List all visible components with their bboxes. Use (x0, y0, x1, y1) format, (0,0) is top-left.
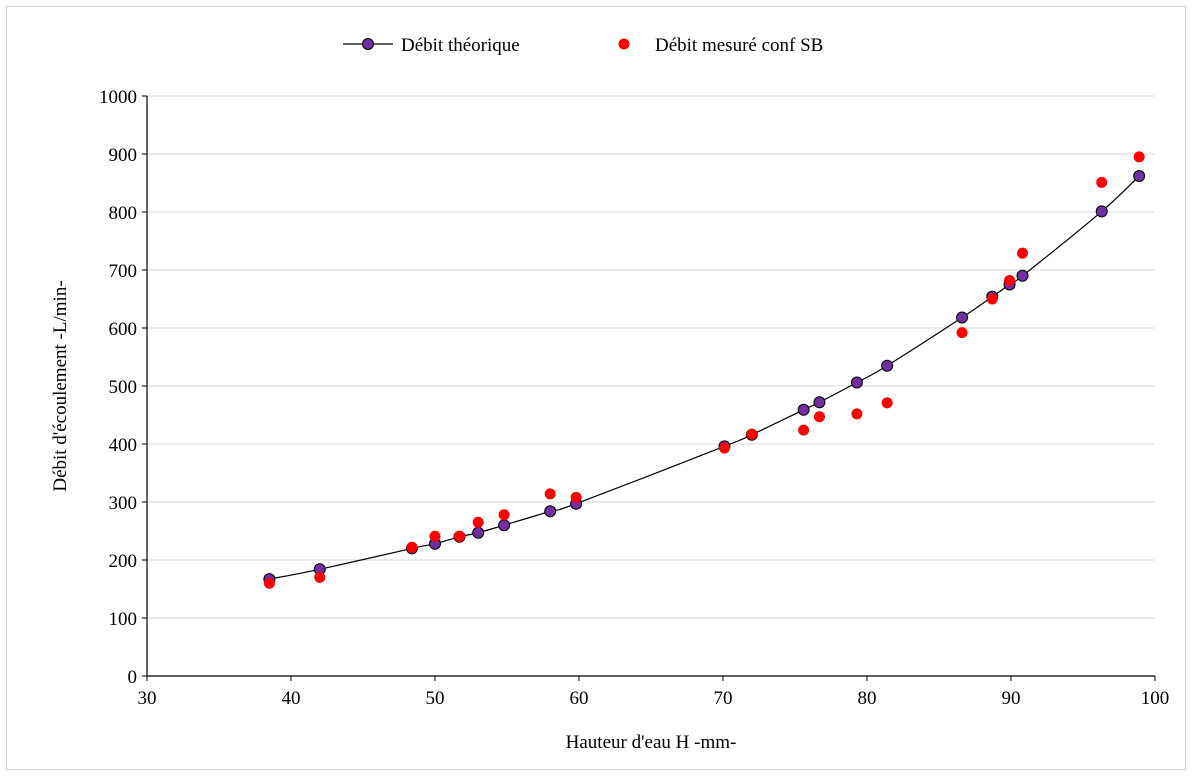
point-mesure-15 (956, 327, 968, 339)
legend-label-theorique: Débit théorique (401, 35, 520, 56)
point-mesure-13 (851, 408, 863, 420)
point-mesure-0 (263, 577, 275, 589)
point-mesure-12 (813, 411, 825, 423)
y-tick-label-500: 500 (109, 377, 138, 398)
point-mesure-10 (746, 428, 758, 440)
y-tick-label-1000: 1000 (99, 87, 137, 108)
legend-label-mesure: Débit mesuré conf SB (655, 35, 823, 56)
point-theorique-12 (813, 396, 826, 409)
axes (142, 95, 1156, 681)
x-tick-label-60: 60 (570, 688, 589, 709)
point-mesure-17 (1004, 274, 1016, 286)
y-tick-label-0: 0 (128, 667, 138, 688)
y-axis-title: Débit d'écoulement -L/min- (50, 280, 71, 491)
y-tick-label-100: 100 (109, 609, 138, 630)
legend: Débit théorique Débit mesuré conf SB (343, 35, 823, 56)
x-tick-label-80: 80 (858, 688, 877, 709)
y-tick-label-800: 800 (109, 203, 138, 224)
point-mesure-20 (1133, 151, 1145, 163)
y-tick-labels: 0 100 200 300 400 500 600 700 800 900 1000 (99, 87, 137, 688)
point-theorique-5 (472, 526, 485, 539)
y-tick-label-900: 900 (109, 145, 138, 166)
legend-item-mesure: Débit mesuré conf SB (618, 35, 823, 56)
x-tick-label-50: 50 (426, 688, 445, 709)
y-tick-label-600: 600 (109, 319, 138, 340)
point-theorique-15 (956, 311, 969, 324)
x-tick-labels: 30 40 50 60 70 80 90 100 (138, 688, 1170, 709)
point-mesure-2 (406, 541, 418, 553)
series-line-theorique (269, 175, 1140, 580)
legend-marker-theorique (362, 38, 374, 50)
x-axis-title: Hauteur d'eau H -mm- (566, 732, 737, 753)
x-tick-label-90: 90 (1002, 688, 1021, 709)
point-mesure-5 (472, 516, 484, 528)
point-theorique-11 (797, 403, 810, 416)
point-mesure-1 (314, 571, 326, 583)
y-tick-label-300: 300 (109, 493, 138, 514)
x-tick-label-100: 100 (1141, 688, 1170, 709)
point-mesure-6 (498, 509, 510, 521)
x-tick-label-70: 70 (714, 688, 733, 709)
y-tick-label-700: 700 (109, 261, 138, 282)
point-theorique-13 (850, 376, 863, 389)
point-theorique-19 (1095, 205, 1108, 218)
point-mesure-3 (429, 530, 441, 542)
y-tick-label-400: 400 (109, 435, 138, 456)
series-1 (263, 151, 1145, 589)
point-mesure-16 (986, 293, 998, 305)
point-mesure-19 (1096, 176, 1108, 188)
gridlines (147, 95, 1155, 619)
legend-marker-mesure (618, 38, 630, 50)
legend-item-theorique: Débit théorique (343, 35, 520, 56)
point-mesure-4 (453, 530, 465, 542)
point-mesure-11 (798, 424, 810, 436)
point-theorique-18 (1016, 269, 1029, 282)
point-theorique-14 (881, 359, 894, 372)
chart-frame (6, 6, 1186, 770)
point-mesure-8 (570, 491, 582, 503)
x-tick-label-40: 40 (282, 688, 301, 709)
series-layer (263, 151, 1146, 589)
point-mesure-7 (544, 488, 556, 500)
point-mesure-14 (881, 397, 893, 409)
y-tick-label-200: 200 (109, 551, 138, 572)
point-theorique-6 (498, 519, 511, 532)
point-theorique-20 (1133, 170, 1146, 183)
point-mesure-9 (718, 442, 730, 454)
point-mesure-18 (1017, 247, 1029, 259)
series-0 (263, 170, 1146, 586)
point-theorique-7 (544, 505, 557, 518)
x-tick-label-30: 30 (138, 688, 157, 709)
